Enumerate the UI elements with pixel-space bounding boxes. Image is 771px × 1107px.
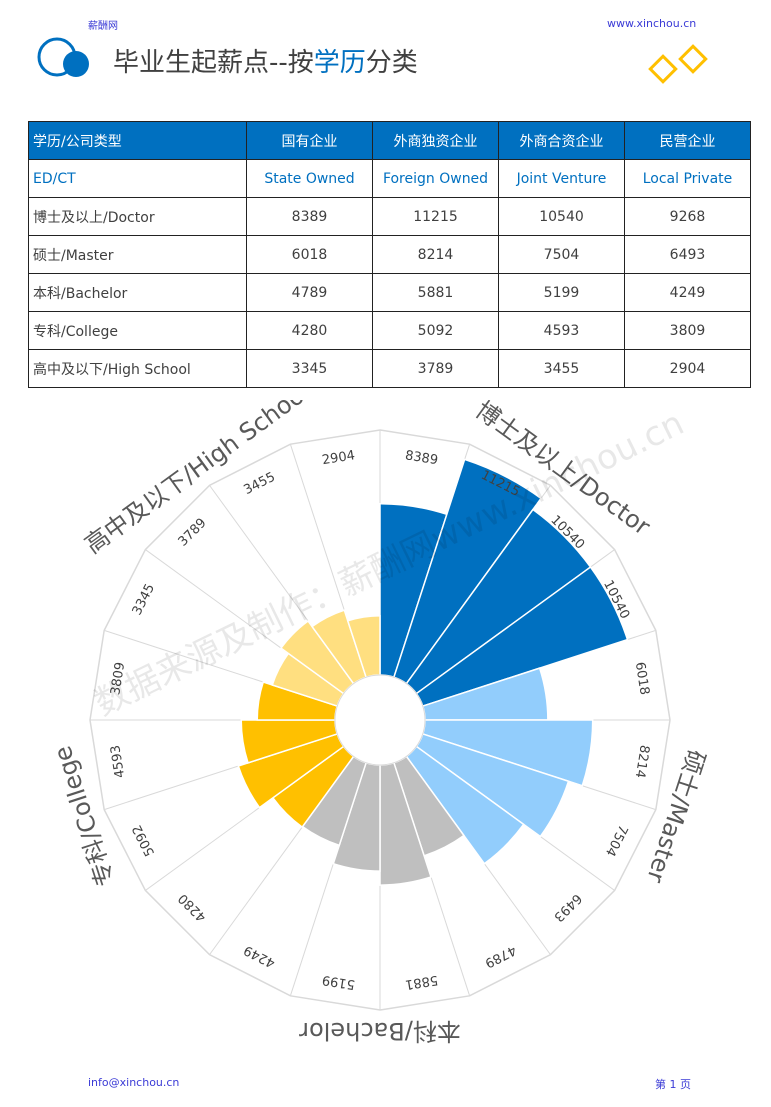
outer-ring — [89, 429, 671, 1011]
title-part: 毕业生起薪点--按 — [113, 48, 314, 78]
value-label: 4789 — [482, 942, 518, 970]
site-url: www.xinchou.cn — [607, 17, 697, 30]
table-cell: 3455 — [498, 349, 625, 388]
data-row: 硕士/Master 6018 8214 7504 6493 — [28, 235, 751, 274]
value-label: 6018 — [632, 661, 652, 696]
table-cell: 3345 — [246, 349, 373, 388]
table-cell: 5199 — [498, 273, 625, 312]
value-label: 2904 — [321, 448, 356, 468]
value-label: 3455 — [242, 470, 278, 498]
value-label: 3789 — [176, 516, 210, 550]
table-cell: 国有企业 — [246, 121, 373, 160]
table-cell: Foreign Owned — [372, 159, 499, 198]
title: 毕业生起薪点--按学历分类 — [113, 42, 418, 79]
data-row: 博士及以上/Doctor 8389 11215 10540 9268 — [28, 197, 751, 236]
table-cell: 外商合资企业 — [498, 121, 625, 160]
table-cell: 学历/公司类型 — [28, 121, 247, 160]
table-cell: Local Private — [624, 159, 751, 198]
data-row: 专科/College 4280 5092 4593 3809 — [28, 311, 751, 350]
table-cell: 硕士/Master — [28, 235, 247, 274]
table-cell: 4789 — [246, 273, 373, 312]
value-label: 8214 — [632, 744, 652, 779]
value-label: 4280 — [176, 890, 210, 924]
footer-email: info@xinchou.cn — [88, 1076, 180, 1089]
data-row: 高中及以下/High School 3345 3789 3455 2904 — [28, 349, 751, 388]
table-cell: 8214 — [372, 235, 499, 274]
table-cell: 7504 — [498, 235, 625, 274]
table-cell: 外商独资企业 — [372, 121, 499, 160]
value-label: 8389 — [404, 448, 439, 468]
logo — [37, 37, 89, 77]
table-cell: 高中及以下/High School — [28, 349, 247, 388]
title-highlight: 学历 — [313, 48, 366, 78]
table-cell: 专科/College — [28, 311, 247, 350]
table-cell: 本科/Bachelor — [28, 273, 247, 312]
title-part: 分类 — [365, 48, 418, 78]
table-cell: ED/CT — [28, 159, 247, 198]
value-label: 3345 — [130, 582, 158, 618]
table-cell: 4249 — [624, 273, 751, 312]
table-cell: 5881 — [372, 273, 499, 312]
value-label: 6493 — [550, 890, 584, 924]
table-cell: 博士及以上/Doctor — [28, 197, 247, 236]
table-cell: 6493 — [624, 235, 751, 274]
table-cell: 5092 — [372, 311, 499, 350]
group-label: 本科/Bachelor — [299, 1017, 461, 1045]
site-name: 薪酬网 — [88, 21, 118, 32]
value-label: 7504 — [602, 822, 630, 858]
table-cell: 3809 — [624, 311, 751, 350]
table-cell: 民营企业 — [624, 121, 751, 160]
table-cell: 2904 — [624, 349, 751, 388]
center-hole — [334, 674, 426, 766]
table-cell: 8389 — [246, 197, 373, 236]
page-number: 第 1 页 — [655, 1078, 691, 1091]
group-label: 专科/College — [48, 743, 120, 890]
value-label: 5881 — [404, 972, 439, 992]
table-cell: 11215 — [372, 197, 499, 236]
table-cell: 4593 — [498, 311, 625, 350]
table-cell: 10540 — [498, 197, 625, 236]
value-label: 5092 — [130, 822, 158, 858]
rose-chart: 8389112151054010540博士及以上/Doctor601882147… — [48, 400, 710, 1045]
table-cell: State Owned — [246, 159, 373, 198]
table-cell: 6018 — [246, 235, 373, 274]
subheader-row: ED/CT State Owned Foreign Owned Joint Ventu… — [28, 159, 751, 198]
value-label: 5199 — [321, 972, 356, 992]
value-label: 3809 — [108, 661, 128, 696]
group-label: 硕士/Master — [641, 746, 710, 886]
value-label: 4249 — [242, 942, 278, 970]
header-row: 学历/公司类型 国有企业 外商独资企业 外商合资企业 民营企业 — [28, 121, 751, 160]
salary-table: 学历/公司类型 国有企业 外商独资企业 外商合资企业 民营企业 ED/CT State Ow… — [28, 121, 751, 388]
value-label: 4593 — [108, 744, 128, 779]
table-cell: 4280 — [246, 311, 373, 350]
diamonds — [648, 44, 708, 84]
table-cell: 3789 — [372, 349, 499, 388]
table-cell: Joint Venture — [498, 159, 625, 198]
table-cell: 9268 — [624, 197, 751, 236]
data-row: 本科/Bachelor 4789 5881 5199 4249 — [28, 273, 751, 312]
